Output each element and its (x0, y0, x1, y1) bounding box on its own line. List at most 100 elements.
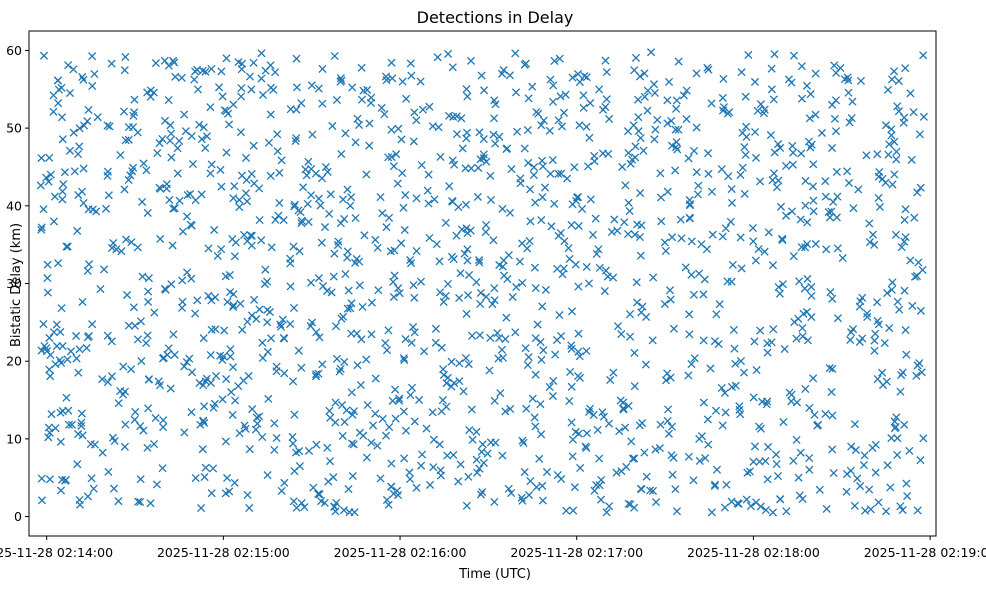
data-point (850, 501, 859, 510)
data-point (369, 421, 378, 430)
data-point (562, 506, 571, 515)
data-point (828, 364, 837, 373)
data-point (120, 442, 129, 451)
data-point (551, 350, 560, 359)
data-point (257, 74, 266, 83)
data-point (199, 123, 208, 132)
data-point (684, 371, 693, 380)
data-point (37, 225, 46, 234)
data-point (887, 125, 896, 134)
data-point (39, 319, 48, 329)
data-point (774, 140, 783, 149)
data-point (207, 489, 216, 498)
data-point (646, 486, 655, 495)
data-point (448, 156, 457, 165)
data-point (347, 329, 356, 338)
data-point (727, 497, 736, 506)
data-point (595, 481, 604, 490)
data-point (69, 128, 78, 137)
data-point (599, 412, 608, 421)
y-axis-ticks: 0 10 20 30 40 50 60 (6, 43, 29, 524)
data-point (371, 409, 380, 418)
data-point (575, 77, 584, 87)
data-point (98, 375, 107, 384)
data-point (129, 303, 138, 312)
data-point (242, 197, 252, 206)
data-point (235, 195, 244, 204)
data-point (775, 289, 784, 298)
data-point (357, 95, 366, 104)
data-point (885, 140, 894, 149)
data-point (582, 122, 591, 131)
data-point (518, 436, 527, 445)
data-point (402, 94, 411, 103)
data-point (731, 359, 740, 368)
data-point (412, 116, 421, 125)
data-point (704, 149, 713, 158)
data-point (663, 417, 672, 426)
data-point (423, 186, 432, 195)
data-point (736, 170, 745, 180)
data-point (264, 138, 274, 147)
data-point (398, 169, 407, 178)
data-point (416, 77, 425, 86)
data-point (317, 238, 326, 247)
data-point (142, 339, 151, 348)
data-point (160, 56, 169, 65)
data-point (252, 314, 261, 324)
data-point (263, 277, 272, 286)
data-point (180, 428, 189, 437)
data-point (584, 279, 594, 288)
data-point (58, 135, 67, 144)
data-point (156, 184, 165, 193)
data-point (143, 443, 152, 452)
data-point (463, 229, 472, 238)
data-point (730, 344, 739, 353)
data-point (127, 238, 136, 247)
data-point (255, 216, 264, 225)
data-point (685, 213, 694, 222)
y-tick-label: 60 (6, 43, 22, 58)
data-point (109, 238, 118, 248)
data-point (630, 348, 639, 357)
data-point (708, 230, 717, 239)
data-point (567, 220, 576, 229)
data-point (424, 170, 433, 179)
data-point (774, 176, 783, 185)
data-point (79, 75, 88, 84)
data-point (490, 396, 499, 405)
data-point (609, 368, 618, 377)
data-point (756, 424, 765, 433)
data-point (615, 427, 624, 436)
data-point (630, 503, 639, 512)
data-point (316, 201, 325, 210)
data-point (588, 230, 598, 239)
data-point (894, 76, 903, 86)
data-point (888, 278, 897, 287)
data-point (637, 221, 646, 230)
data-point (151, 59, 160, 68)
data-point (829, 197, 838, 207)
data-point (667, 422, 676, 431)
data-point (811, 110, 820, 119)
data-point (299, 183, 308, 192)
data-point (756, 177, 765, 186)
data-point (537, 430, 546, 439)
data-point (263, 318, 272, 327)
data-point (671, 485, 680, 494)
data-point (136, 475, 145, 484)
data-point (240, 421, 249, 430)
data-point (717, 165, 726, 174)
data-point (671, 166, 680, 175)
data-point (798, 494, 807, 503)
data-point (619, 398, 628, 407)
data-point (610, 215, 619, 224)
data-point (488, 300, 497, 309)
data-point (595, 263, 604, 272)
data-point (648, 336, 657, 345)
data-point (895, 305, 904, 314)
data-point (690, 354, 699, 363)
data-point (727, 184, 736, 194)
data-point (806, 143, 815, 152)
data-point (449, 112, 458, 121)
